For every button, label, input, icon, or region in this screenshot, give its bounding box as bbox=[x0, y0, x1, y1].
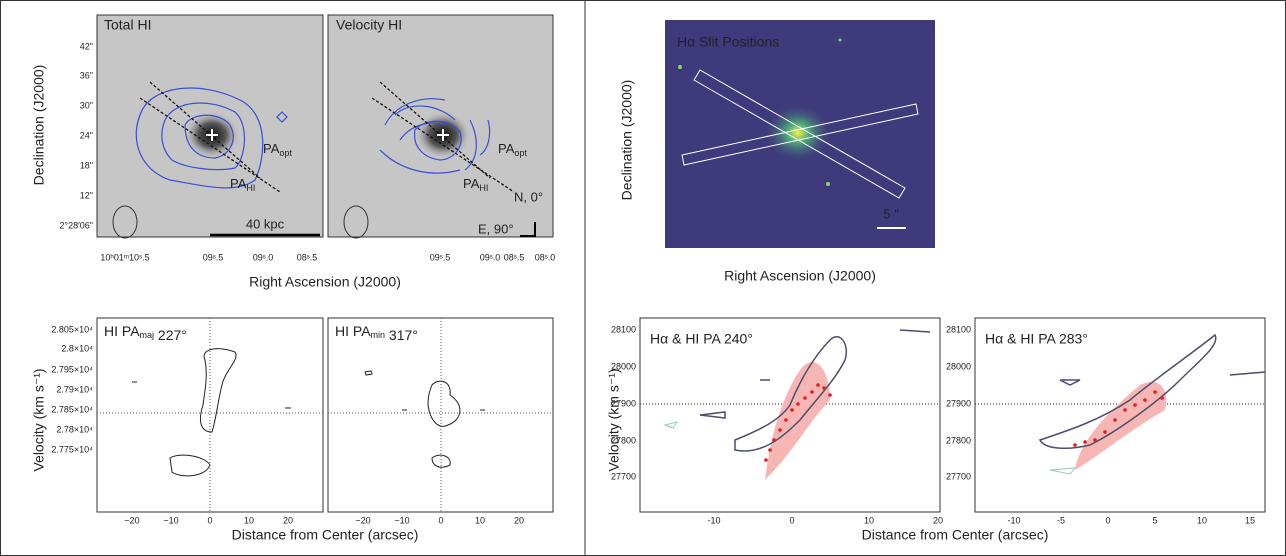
pa-hi-part: PA bbox=[463, 176, 480, 191]
panel-label-part: maj bbox=[140, 330, 155, 340]
y-tick-label: 27800 bbox=[611, 435, 636, 445]
y-tick-label: 36" bbox=[80, 70, 93, 80]
y-tick-label: 27800 bbox=[946, 435, 971, 445]
y-tick-label: 30" bbox=[80, 100, 93, 110]
pa-opt-part: PA bbox=[498, 141, 515, 156]
compass-n: N, 0° bbox=[514, 189, 543, 204]
pv-plots bbox=[96, 317, 1266, 513]
y-tick-label: 2.805×10⁴ bbox=[51, 324, 93, 334]
y-axis-label: Velocity (km s⁻¹) bbox=[606, 368, 622, 471]
y-tick-label: 27700 bbox=[946, 471, 971, 481]
y-axis-label: Declination (J2000) bbox=[619, 80, 635, 201]
y-tick-label: 27900 bbox=[611, 398, 636, 408]
x-tick-label: −10 bbox=[394, 515, 409, 525]
x-tick-label: 09ˢ.5 bbox=[203, 252, 224, 262]
dots bbox=[764, 383, 1164, 462]
y-tick-label: 28000 bbox=[946, 361, 971, 371]
hi-images bbox=[96, 14, 554, 239]
x-tick-label: 20 bbox=[283, 515, 293, 525]
y-axis-label: Declination (J2000) bbox=[31, 65, 47, 186]
panel-label-part: HI PA bbox=[335, 323, 371, 339]
x-tick-label: 0 bbox=[789, 515, 794, 525]
x-tick-label: 15 bbox=[1245, 515, 1255, 525]
x-tick-label: -10 bbox=[707, 515, 720, 525]
pa-hi-part: HI bbox=[246, 183, 255, 193]
scale-label: 5 " bbox=[883, 206, 899, 221]
y-tick-label: 2°28′06" bbox=[59, 220, 93, 230]
y-tick-label: 27900 bbox=[946, 398, 971, 408]
y-tick-label: 27700 bbox=[611, 471, 636, 481]
panel-label-part: min bbox=[371, 330, 386, 340]
y-tick-label: 2.785×10⁴ bbox=[51, 404, 93, 414]
y-tick-label: 42" bbox=[80, 41, 93, 51]
y-tick-label: 2.79×10⁴ bbox=[56, 384, 93, 394]
y-tick-label: 28100 bbox=[946, 324, 971, 334]
x-tick-label: -10 bbox=[1007, 515, 1020, 525]
x-tick-label: 0 bbox=[438, 515, 443, 525]
x-tick-label: 09ˢ.5 bbox=[430, 252, 451, 262]
x-tick-label: -5 bbox=[1057, 515, 1065, 525]
panel-label-part: 317° bbox=[385, 327, 418, 343]
x-axis-label: Distance from Center (arcsec) bbox=[232, 527, 419, 543]
y-tick-label: 2.775×10⁴ bbox=[51, 444, 93, 454]
y-tick-label: 18" bbox=[80, 160, 93, 170]
x-tick-label: 10ʰ01ᵐ10ˢ.5 bbox=[100, 252, 149, 262]
pa-opt: PAopt bbox=[263, 141, 292, 158]
x-tick-label: −10 bbox=[163, 515, 178, 525]
x-tick-label: 0 bbox=[1105, 515, 1110, 525]
x-tick-label: 20 bbox=[933, 515, 943, 525]
x-tick-label: 10 bbox=[475, 515, 485, 525]
panel-label: Velocity HI bbox=[336, 17, 402, 33]
x-axis-label: Right Ascension (J2000) bbox=[724, 268, 876, 284]
x-tick-label: 09ˢ.0 bbox=[253, 252, 274, 262]
pa-opt: PAopt bbox=[498, 141, 527, 158]
pa-hi-part: HI bbox=[479, 183, 488, 193]
labels: Total HI Velocity HI 42" 36" 30" 24" 18" 12" 2°2… bbox=[31, 17, 1255, 543]
panel-label: HI PAmaj 227° bbox=[104, 323, 187, 343]
x-tick-label: 10 bbox=[864, 515, 874, 525]
x-tick-label: 08ˢ.5 bbox=[297, 252, 318, 262]
y-tick-label: 2.78×10⁴ bbox=[56, 424, 93, 434]
x-tick-label: 10 bbox=[244, 515, 254, 525]
pa-hi: PAHI bbox=[463, 176, 488, 193]
panel-label: Total HI bbox=[104, 17, 151, 33]
y-tick-label: 24" bbox=[80, 130, 93, 140]
pa-opt-part: opt bbox=[514, 148, 527, 158]
pa-opt-part: PA bbox=[263, 141, 280, 156]
panel-label: Hα & HI PA 283° bbox=[985, 331, 1088, 347]
y-tick-label: 12" bbox=[80, 190, 93, 200]
halpha-image bbox=[665, 20, 935, 248]
x-tick-label: 0 bbox=[207, 515, 212, 525]
x-tick-label: 5 bbox=[1152, 515, 1157, 525]
pa-opt-part: opt bbox=[279, 148, 292, 158]
panel-label-part: 227° bbox=[154, 327, 187, 343]
y-tick-label: 28000 bbox=[611, 361, 636, 371]
y-axis-label: Velocity (km s⁻¹) bbox=[31, 368, 47, 471]
x-axis-label: Distance from Center (arcsec) bbox=[862, 527, 1049, 543]
x-tick-label: 08ˢ.0 bbox=[535, 252, 556, 262]
compass-e: E, 90° bbox=[478, 221, 514, 236]
scale-label: 40 kpc bbox=[246, 216, 285, 231]
x-tick-label: 08ˢ.5 bbox=[504, 252, 525, 262]
panel-label: Hα Slit Positions bbox=[677, 34, 779, 50]
pa-hi-part: PA bbox=[230, 176, 247, 191]
x-tick-label: 10 bbox=[1197, 515, 1207, 525]
panel-label-part: HI PA bbox=[104, 323, 140, 339]
pa-hi: PAHI bbox=[230, 176, 255, 193]
x-tick-label: −20 bbox=[124, 515, 139, 525]
x-axis-label: Right Ascension (J2000) bbox=[249, 274, 401, 290]
x-tick-label: −20 bbox=[355, 515, 370, 525]
panel-label: Hα & HI PA 240° bbox=[650, 331, 753, 347]
x-tick-label: 20 bbox=[514, 515, 524, 525]
panel-label: HI PAmin 317° bbox=[335, 323, 418, 343]
x-tick-label: 09ˢ.0 bbox=[480, 252, 501, 262]
y-tick-label: 2.795×10⁴ bbox=[51, 364, 93, 374]
y-tick-label: 28100 bbox=[611, 324, 636, 334]
y-tick-label: 2.8×10⁴ bbox=[61, 343, 93, 353]
